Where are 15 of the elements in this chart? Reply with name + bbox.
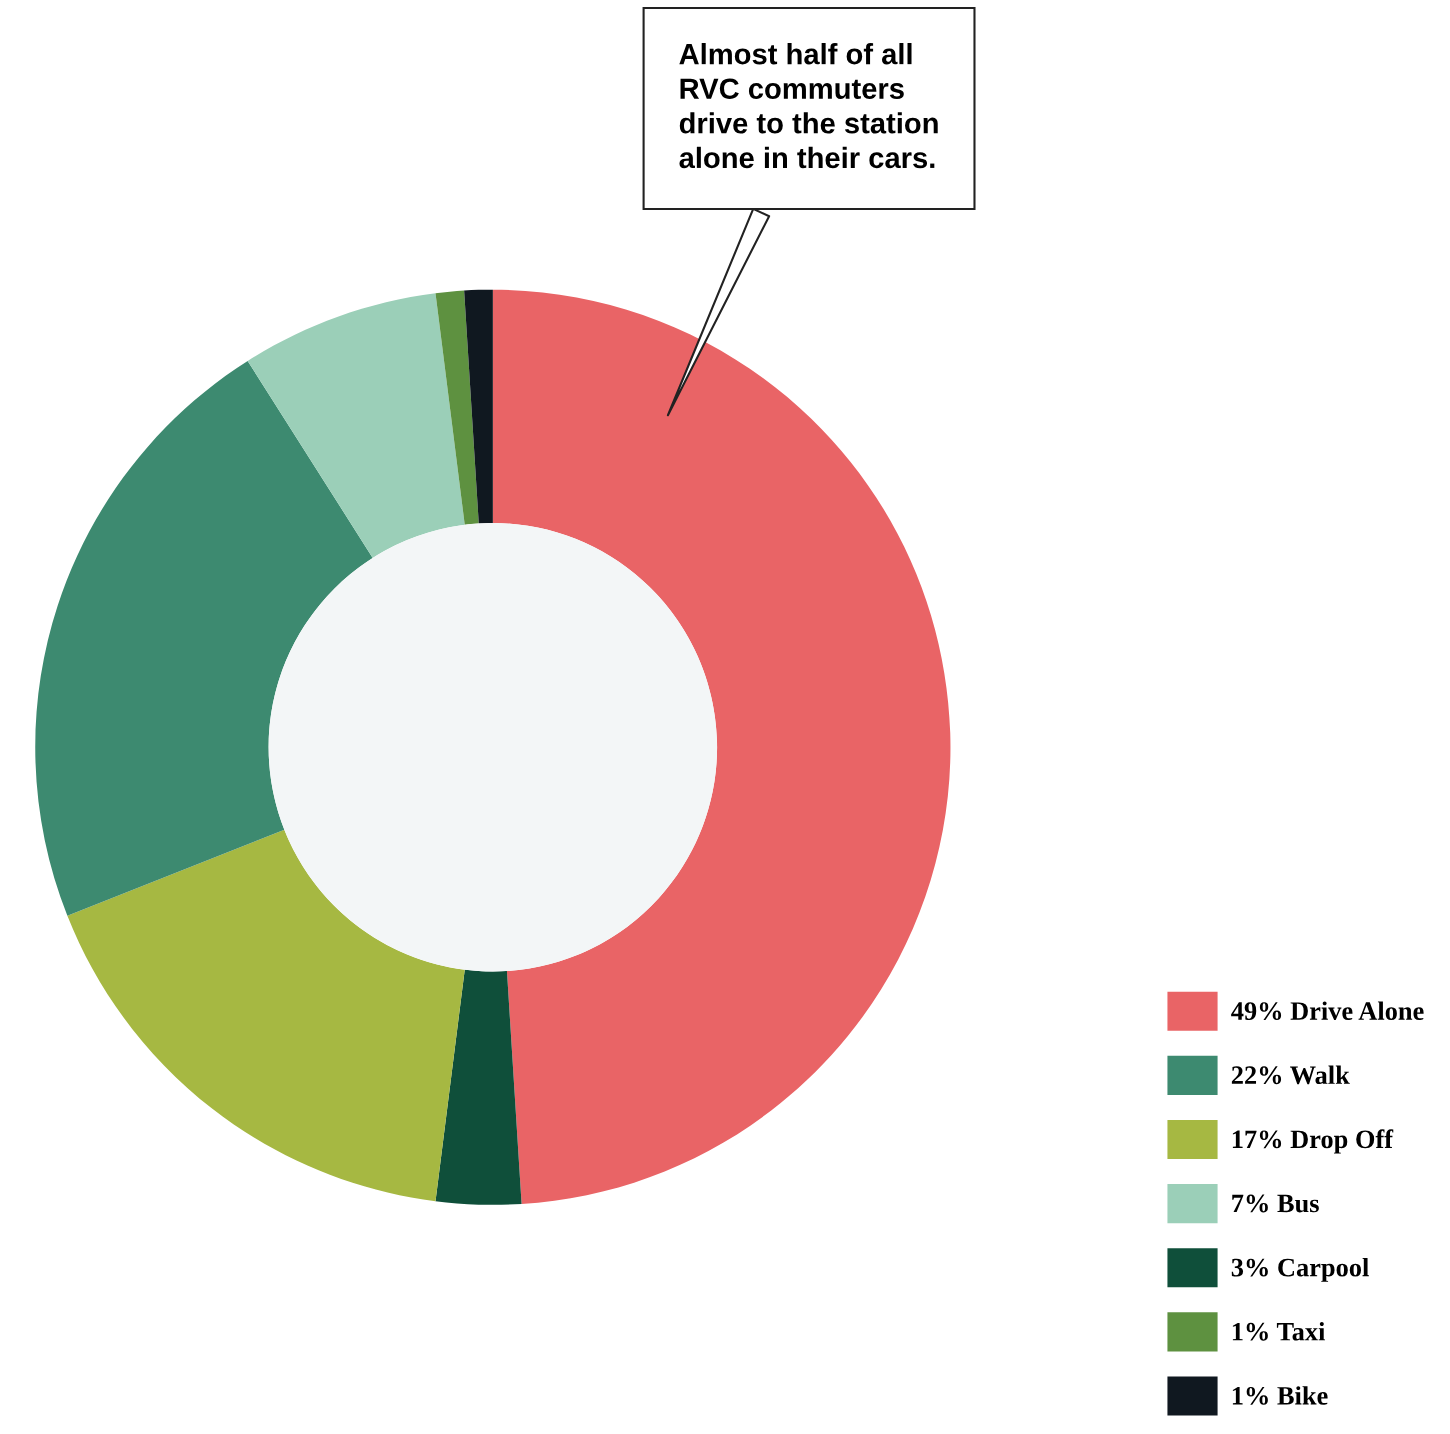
- donut-slice: [464, 289, 493, 524]
- donut-slice: [35, 360, 373, 916]
- donut-slice: [247, 293, 465, 558]
- text: Almost half of all RVC commuters drive to the station alone in their cars.: [679, 43, 938, 169]
- donut-slice: [67, 829, 465, 1202]
- legend-label: 7% Bus: [1232, 1194, 1319, 1213]
- legend-label: 1% Taxi: [1232, 1322, 1326, 1341]
- donut-slice: [492, 289, 951, 1204]
- legend-label: 22% Walk: [1231, 1065, 1350, 1085]
- donut-slice: [435, 290, 479, 525]
- donut-slice: [435, 969, 522, 1205]
- legend-label: 49% Drive Alone: [1231, 1001, 1424, 1021]
- legend-label: 1% Bike: [1232, 1386, 1328, 1405]
- legend-label: 3% Carpool: [1231, 1257, 1369, 1282]
- legend-label: 17% Drop Off: [1232, 1129, 1394, 1154]
